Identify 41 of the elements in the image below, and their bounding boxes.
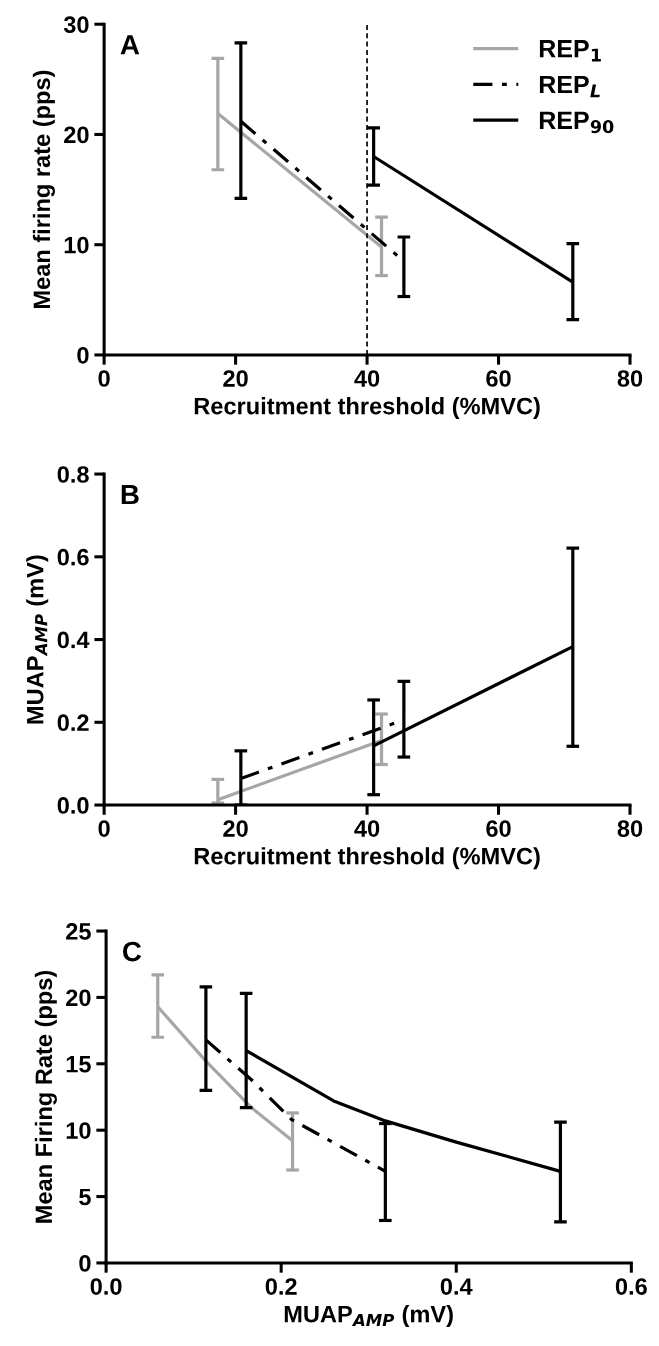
legend-label: REP$_{L}$ [539,75,600,98]
x-tick-label: 60 [486,820,511,837]
y-tick-label: 25 [66,923,91,940]
y-tick-label: 20 [66,989,91,1007]
x-tick-label: 20 [223,370,248,387]
x-tick-label: 0.4 [440,1278,473,1295]
y-tick-label: 30 [63,16,89,34]
x-tick-label: 60 [486,370,511,387]
x-axis-title: Recruitment threshold (%MVC) [194,847,540,870]
chart-title: B [121,485,139,505]
x-axis-title: MUAP$_{AMP}$ (mV) [284,1305,453,1328]
y-axis-title: MUAP$_{AMP}$ (mV) [26,555,49,724]
y-tick-label: 0 [77,347,89,364]
x-tick-label: 0.6 [615,1278,647,1295]
y-tick-label: 0.8 [57,466,89,483]
y-tick-label: 0.2 [57,714,89,732]
x-tick-label: 40 [354,820,380,837]
chart-title: C [123,941,142,962]
y-tick-label: 0 [79,1255,91,1272]
x-tick-label: 20 [223,820,248,837]
y-tick-label: 15 [66,1056,91,1073]
legend-label: REP$_{90}$ [539,111,614,134]
y-tick-label: 20 [64,126,89,144]
x-tick-label: 0 [98,820,110,837]
y-axis-title: Mean Firing Rate (pps) [34,970,57,1223]
chart-title: A [120,35,140,55]
y-tick-label: 10 [64,236,89,254]
x-axis-title: Recruitment threshold (%MVC) [194,397,540,420]
x-tick-label: 40 [354,370,380,387]
x-tick-label: 0.0 [90,1278,122,1295]
legend-label: REP$_{1}$ [539,40,601,62]
y-tick-label: 10 [66,1122,91,1139]
y-tick-label: 0.6 [57,548,89,566]
y-tick-label: 0.4 [57,631,90,649]
x-tick-label: 0.2 [265,1278,297,1295]
x-tick-label: 80 [617,820,643,837]
y-axis-title: Mean firing rate (pps) [32,70,55,309]
y-tick-label: 5 [79,1188,91,1206]
x-tick-label: 0 [98,370,110,387]
x-tick-label: 80 [617,370,643,387]
y-tick-label: 0.0 [57,797,89,814]
